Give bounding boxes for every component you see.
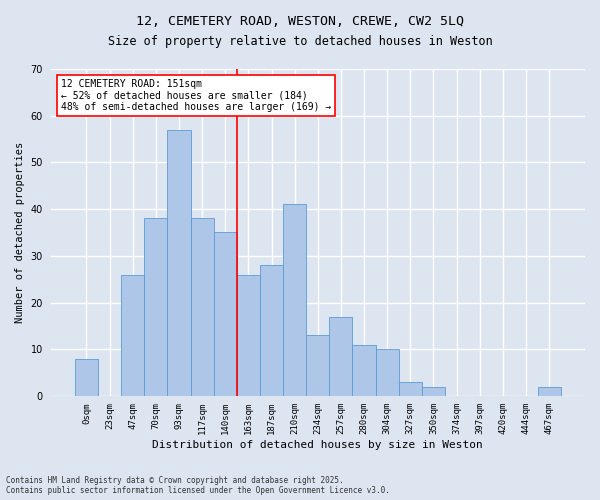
Y-axis label: Number of detached properties: Number of detached properties bbox=[15, 142, 25, 323]
Bar bbox=[260, 265, 283, 396]
Bar bbox=[121, 274, 144, 396]
Bar bbox=[376, 349, 399, 396]
Bar bbox=[538, 386, 561, 396]
Bar bbox=[214, 232, 237, 396]
X-axis label: Distribution of detached houses by size in Weston: Distribution of detached houses by size … bbox=[152, 440, 483, 450]
Text: Contains HM Land Registry data © Crown copyright and database right 2025.
Contai: Contains HM Land Registry data © Crown c… bbox=[6, 476, 390, 495]
Bar bbox=[399, 382, 422, 396]
Text: Size of property relative to detached houses in Weston: Size of property relative to detached ho… bbox=[107, 35, 493, 48]
Text: 12 CEMETERY ROAD: 151sqm
← 52% of detached houses are smaller (184)
48% of semi-: 12 CEMETERY ROAD: 151sqm ← 52% of detach… bbox=[61, 79, 332, 112]
Bar bbox=[329, 316, 352, 396]
Bar bbox=[422, 386, 445, 396]
Bar bbox=[144, 218, 167, 396]
Text: 12, CEMETERY ROAD, WESTON, CREWE, CW2 5LQ: 12, CEMETERY ROAD, WESTON, CREWE, CW2 5L… bbox=[136, 15, 464, 28]
Bar bbox=[167, 130, 191, 396]
Bar bbox=[283, 204, 306, 396]
Bar bbox=[306, 335, 329, 396]
Bar bbox=[191, 218, 214, 396]
Bar bbox=[237, 274, 260, 396]
Bar bbox=[75, 358, 98, 396]
Bar bbox=[352, 344, 376, 396]
